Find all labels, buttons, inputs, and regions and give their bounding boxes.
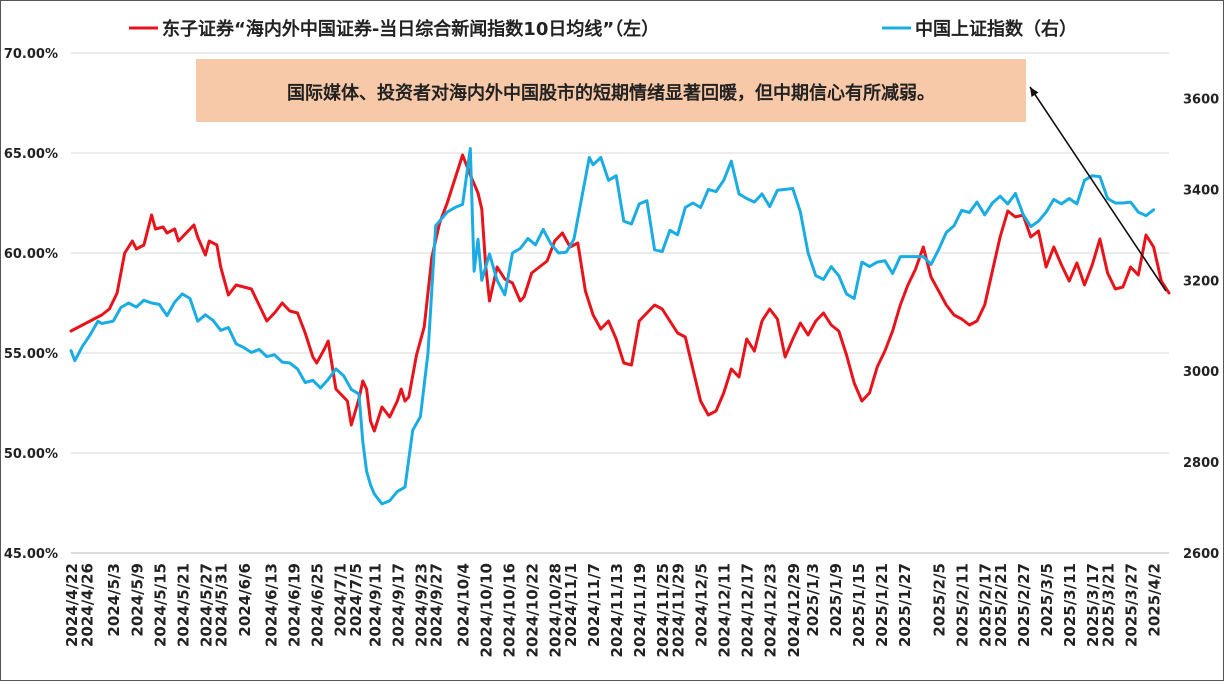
left-axis-tick-labels: 45.00% 50.00% 55.00% 60.00% 65.00% 70.00%: [4, 47, 58, 562]
x-axis-tick-label: 2025/1/15: [850, 563, 868, 647]
x-axis-tick-label: 2024/9/23: [412, 563, 430, 647]
x-axis-tick-label: 2024/12/5: [693, 563, 711, 647]
right-axis-tick-label: 2600: [1183, 547, 1219, 562]
shanghai-index-line: [69, 147, 1156, 506]
x-axis-tick-label: 2024/5/3: [105, 563, 123, 637]
right-axis-tick-label: 3200: [1183, 274, 1219, 289]
x-axis-tick-label: 2024/5/31: [213, 563, 231, 647]
x-axis-tick-label: 2024/7/1: [332, 563, 350, 637]
right-axis-tick-label: 2800: [1183, 456, 1219, 471]
left-axis-tick-label: 70.00%: [4, 47, 58, 62]
x-axis-tick-label: 2025/4/2: [1146, 563, 1164, 637]
right-axis-tick-labels: 2600 2800 3000 3200 3400 3600: [1183, 92, 1219, 562]
x-axis-tick-label: 2024/5/15: [151, 563, 169, 647]
x-axis-tick-label: 2024/9/17: [389, 563, 407, 647]
x-axis-tick-label: 2024/11/13: [608, 563, 626, 657]
x-axis-tick-label: 2024/10/4: [455, 563, 473, 647]
x-axis-tick-label: 2024/5/27: [197, 563, 215, 647]
left-axis-tick-label: 45.00%: [4, 547, 58, 562]
x-axis-tick-label: 2025/2/27: [1015, 563, 1033, 647]
annotation-text: 国际媒体、投资者对海内外中国股市的短期情绪显著回暖，但中期信心有所减弱。: [287, 82, 935, 104]
x-axis-tick-label: 2025/2/21: [992, 563, 1010, 647]
x-axis-tick-label: 2025/3/11: [1061, 563, 1079, 647]
x-axis-tick-label: 2025/2/5: [931, 563, 949, 637]
x-axis-tick-label: 2024/7/5: [347, 563, 365, 637]
x-axis-tick-label: 2024/12/29: [785, 563, 803, 657]
x-axis-tick-label: 2024/10/16: [501, 563, 519, 657]
x-axis-tick-label: 2024/6/25: [309, 563, 327, 647]
annotation-arrow: [1029, 86, 1167, 292]
right-axis-tick-label: 3000: [1183, 365, 1219, 380]
annotation-arrow-head: [1030, 87, 1039, 97]
x-axis-tick-label: 2025/3/5: [1038, 563, 1056, 637]
news-index-line: [69, 153, 1171, 433]
x-axis-tick-label: 2024/12/23: [762, 563, 780, 657]
x-axis-tick-label: 2024/11/1: [562, 563, 580, 647]
x-axis-tick-label: 2025/3/17: [1084, 563, 1102, 647]
left-axis-tick-label: 50.00%: [4, 447, 58, 462]
x-axis-tick-label: 2024/11/7: [585, 563, 603, 647]
x-axis-tick-label: 2025/1/9: [827, 563, 845, 637]
series-lines: [69, 147, 1171, 506]
right-axis-tick-label: 3600: [1183, 92, 1219, 107]
x-axis-tick-label: 2025/3/21: [1100, 563, 1118, 647]
legend: 东子证券“海内外中国证券-当日综合新闻指数10日均线”（左） 中国上证指数（右）: [129, 18, 1077, 40]
left-axis-tick-label: 60.00%: [4, 247, 58, 262]
right-axis-tick-label: 3400: [1183, 183, 1219, 198]
x-axis-tick-label: 2024/4/26: [78, 563, 96, 647]
x-axis-tick-label: 2025/1/27: [896, 563, 914, 647]
x-axis-tick-label: 2025/1/21: [873, 563, 891, 647]
x-axis-tick-label: 2024/10/22: [524, 563, 542, 657]
x-axis-tick-label: 2025/2/11: [954, 563, 972, 647]
x-axis-tick-label: 2024/9/11: [366, 563, 384, 647]
legend-label-right-series: 中国上证指数（右）: [915, 18, 1077, 40]
x-axis-tick-label: 2024/10/10: [478, 563, 496, 657]
grid-lines: [71, 52, 1169, 554]
x-axis-tick-label: 2025/3/27: [1123, 563, 1141, 647]
x-axis-tick-label: 2024/10/28: [547, 563, 565, 657]
x-axis-tick-label: 2024/11/19: [631, 563, 649, 657]
x-axis-tick-label: 2024/4/22: [63, 563, 81, 647]
x-axis-tick-label: 2024/12/17: [739, 563, 757, 657]
x-axis-tick-label: 2025/2/17: [977, 563, 995, 647]
left-axis-tick-label: 65.00%: [4, 147, 58, 162]
x-axis-tick-label: 2024/6/13: [263, 563, 281, 647]
x-axis-tick-label: 2024/5/9: [128, 563, 146, 637]
annotation-box: [196, 59, 1026, 122]
x-axis-tick-label: 2024/6/6: [236, 563, 254, 637]
x-axis-tick-label: 2024/6/19: [286, 563, 304, 647]
x-axis-tick-label: 2024/9/27: [428, 563, 446, 647]
x-axis-tick-label: 2024/12/11: [716, 563, 734, 657]
x-axis-tick-label: 2024/11/25: [654, 563, 672, 657]
x-axis-tick-label: 2024/11/29: [670, 563, 688, 657]
x-axis-tick-label: 2025/1/3: [804, 563, 822, 637]
annotation: 国际媒体、投资者对海内外中国股市的短期情绪显著回暖，但中期信心有所减弱。: [196, 59, 1167, 292]
x-axis-tick-label: 2024/5/21: [174, 563, 192, 647]
left-axis-tick-label: 55.00%: [4, 347, 58, 362]
legend-label-left-series: 东子证券“海内外中国证券-当日综合新闻指数10日均线”（左）: [162, 18, 659, 40]
